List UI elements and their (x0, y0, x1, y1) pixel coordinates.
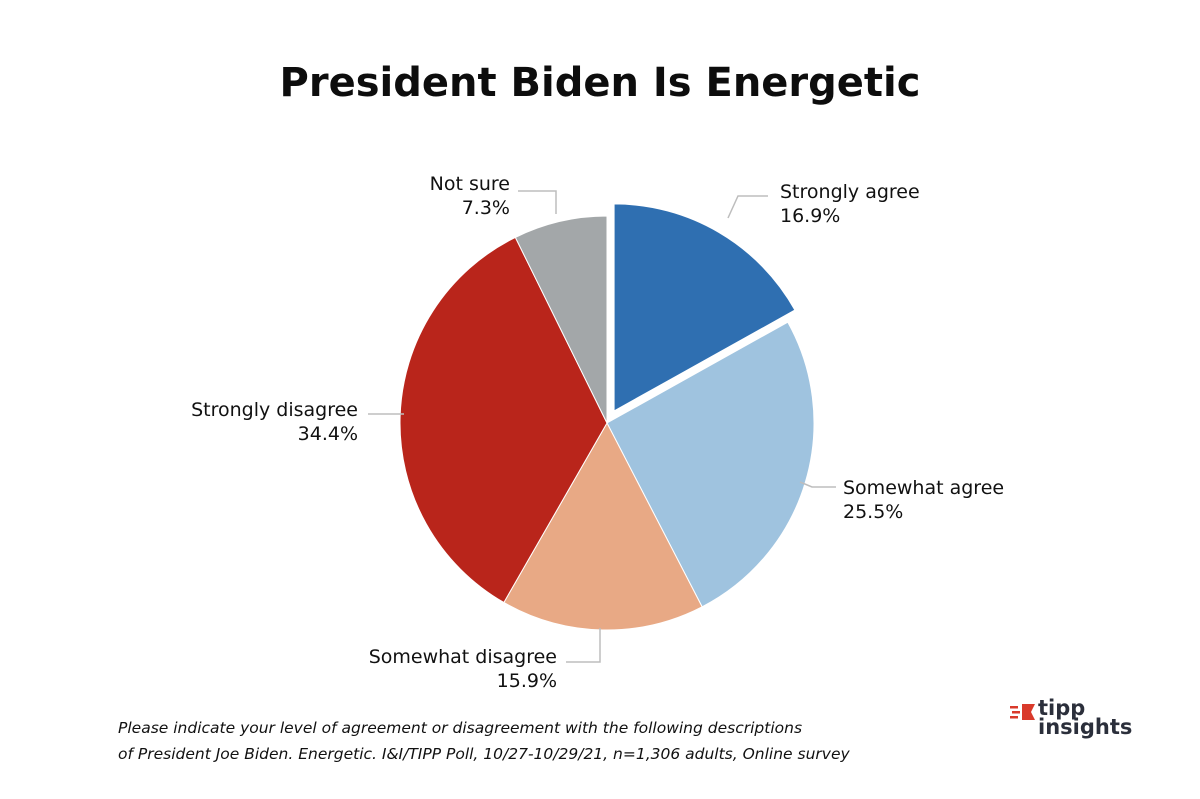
logo-word-insights: insights (1038, 715, 1133, 739)
pie-slice-strongly-disagree (399, 236, 608, 604)
slice-label-not-sure: Not sure (430, 173, 510, 195)
pie-slice-strongly-agree (613, 203, 796, 412)
pie-leader-lines (368, 190, 836, 663)
slice-value-somewhat-disagree: 15.9% (497, 670, 557, 692)
pie-slice-somewhat-disagree (503, 421, 703, 631)
leader-line-somewhat-agree (799, 481, 836, 488)
tipp-insights-logo: tipp insights (1010, 696, 1133, 744)
leader-line-somewhat-disagree (566, 628, 601, 663)
slice-value-not-sure: 7.3% (462, 197, 510, 219)
leader-line-not-sure (518, 190, 557, 214)
logo-arrow-icon (1010, 704, 1035, 720)
slice-label-strongly-agree: Strongly agree (780, 181, 920, 203)
slice-label-strongly-disagree: Strongly disagree (191, 399, 358, 421)
slice-label-somewhat-disagree: Somewhat disagree (369, 646, 557, 668)
slice-value-somewhat-agree: 25.5% (843, 501, 903, 523)
caption-line-2: of President Joe Biden. Energetic. I&I/T… (118, 745, 850, 763)
slice-value-strongly-disagree: 34.4% (298, 423, 358, 445)
chart-title: President Biden Is Energetic (279, 60, 921, 106)
pie-slice-somewhat-agree (606, 321, 815, 608)
pie-slices (399, 203, 815, 631)
caption-line-1: Please indicate your level of agreement … (118, 719, 803, 737)
pie-slice-not-sure (514, 215, 608, 424)
logo-word-tipp: tipp (1038, 696, 1086, 720)
leader-line-strongly-agree (727, 195, 768, 219)
slice-value-strongly-agree: 16.9% (780, 205, 840, 227)
slice-label-somewhat-agree: Somewhat agree (843, 477, 1004, 499)
